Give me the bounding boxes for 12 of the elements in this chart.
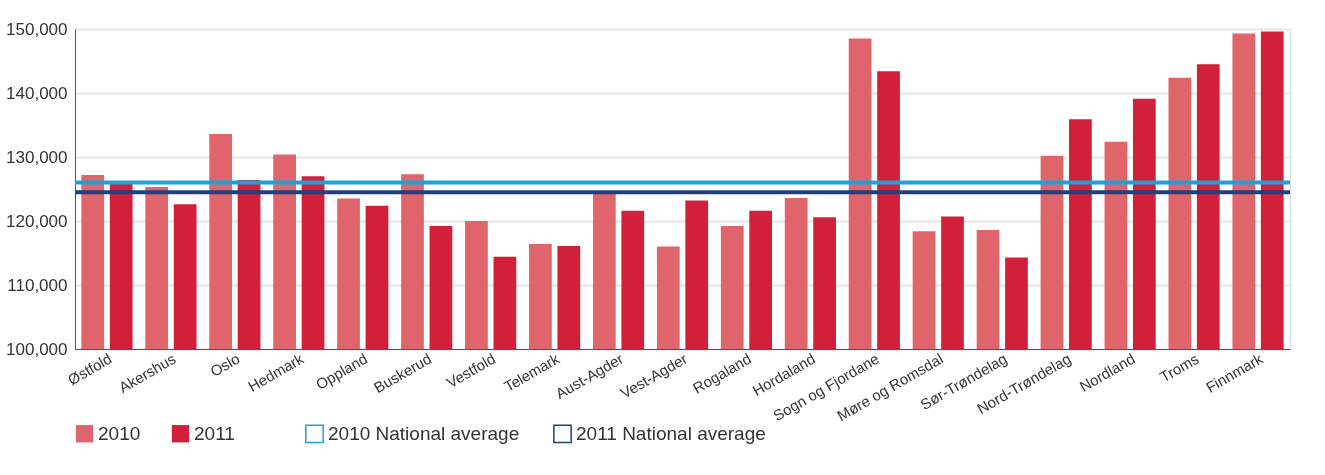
legend-label: 2011 National average (576, 422, 766, 444)
y-tick-label: 150,000 (6, 19, 68, 39)
y-tick-label: 120,000 (6, 211, 68, 231)
legend-label: 2010 (98, 422, 141, 444)
x-tick-label: Oslo (207, 349, 243, 380)
legend-label: 2010 National average (328, 422, 520, 444)
legend-label: 2011 (194, 422, 235, 444)
y-tick-label: 130,000 (6, 147, 68, 167)
y-tick-label: 140,000 (6, 83, 68, 103)
x-tick-label: Troms (1156, 349, 1202, 386)
y-tick-label: 110,000 (7, 275, 68, 295)
y-tick-label: 100,000 (6, 339, 68, 359)
